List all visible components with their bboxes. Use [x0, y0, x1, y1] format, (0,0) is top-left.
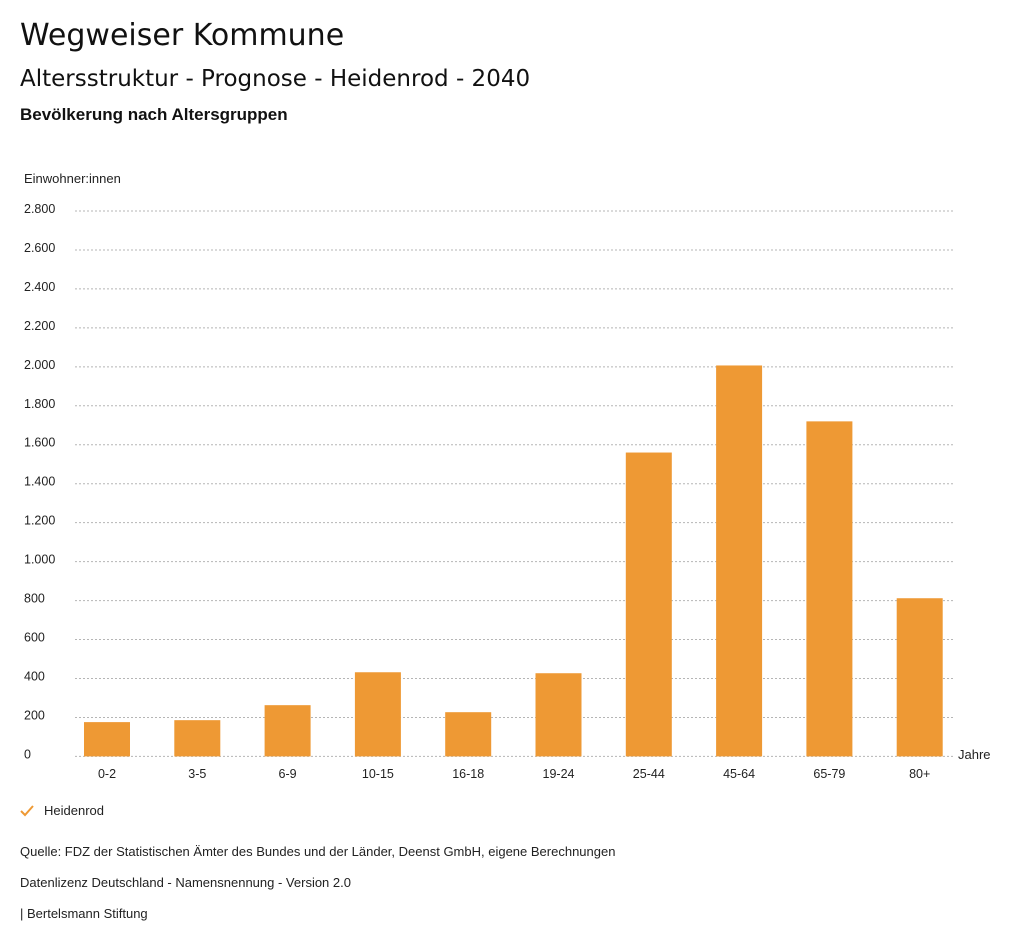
x-tick-label: 0-2	[98, 767, 116, 781]
x-tick-label: 6-9	[279, 767, 297, 781]
y-tick-label: 200	[24, 708, 45, 722]
y-tick-label: 2.800	[24, 202, 55, 216]
y-tick-label: 2.000	[24, 358, 55, 372]
page-subtitle: Altersstruktur - Prognose - Heidenrod - …	[20, 66, 531, 92]
x-tick-label: 16-18	[452, 767, 484, 781]
y-tick-label: 1.200	[24, 514, 55, 528]
bar-0-2	[84, 722, 130, 757]
x-tick-label: 25-44	[633, 767, 665, 781]
bar-6-9	[264, 705, 311, 757]
bar-25-44	[625, 452, 672, 757]
bar-45-64	[716, 365, 763, 757]
y-tick-label: 0	[24, 747, 31, 761]
bar-16-18	[445, 712, 492, 757]
x-tick-label: 65-79	[813, 767, 845, 781]
legend-label: Heidenrod	[44, 803, 104, 818]
y-tick-label: 800	[24, 592, 45, 606]
x-tick-label: 19-24	[543, 767, 575, 781]
x-tick-label: 45-64	[723, 767, 755, 781]
y-tick-label: 1.600	[24, 436, 55, 450]
y-tick-label: 2.400	[24, 280, 55, 294]
bar-chart: 0 200 400 600 800 1.000 1.200 1.400 1.600 1.800 2.…	[24, 202, 991, 781]
bar-10-15	[354, 672, 401, 757]
y-tick-label: 2.600	[24, 241, 55, 255]
x-axis-label: Jahre	[958, 747, 991, 762]
y-tick-label: 1.400	[24, 475, 55, 489]
x-tick-label: 3-5	[188, 767, 206, 781]
license-note: Datenlizenz Deutschland - Namensnennung …	[20, 875, 351, 890]
y-tick-label: 1.800	[24, 397, 55, 411]
bar-80+	[896, 598, 943, 757]
bar-3-5	[174, 720, 221, 757]
chart-title: Bevölkerung nach Altersgruppen	[20, 105, 288, 124]
bar-65-79	[806, 421, 853, 757]
brand-note: | Bertelsmann Stiftung	[20, 906, 148, 921]
app-title: Wegweiser Kommune	[20, 18, 345, 53]
x-tick-label: 10-15	[362, 767, 394, 781]
y-tick-label: 1.000	[24, 553, 55, 567]
y-tick-label: 400	[24, 669, 45, 683]
y-tick-label: 2.200	[24, 319, 55, 333]
source-note: Quelle: FDZ der Statistischen Ämter des …	[20, 844, 616, 859]
y-axis-label: Einwohner:innen	[24, 171, 121, 186]
bar-19-24	[535, 673, 582, 757]
check-icon	[20, 804, 34, 816]
y-tick-label: 600	[24, 631, 45, 645]
x-tick-label: 80+	[909, 767, 930, 781]
legend-item-heidenrod[interactable]: Heidenrod	[20, 803, 104, 818]
